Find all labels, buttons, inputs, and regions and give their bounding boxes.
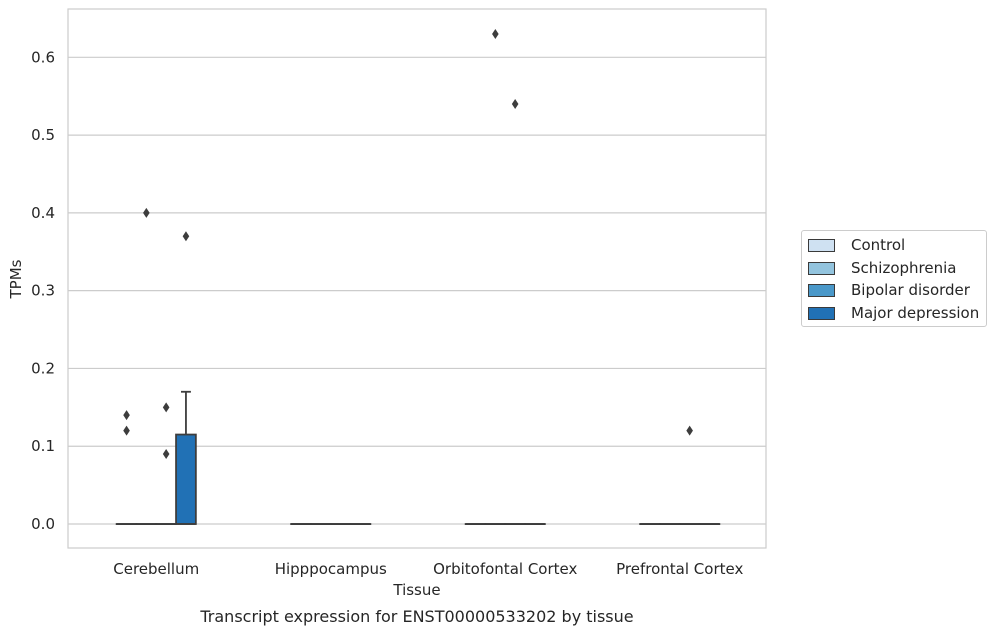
legend-item-bipolar-disorder: Bipolar disorder [808,280,970,300]
legend-swatch [808,283,835,297]
y-tick-label: 0.1 [31,437,55,455]
y-tick-label: 0.3 [31,282,55,300]
y-axis-label: TPMs [7,259,25,299]
legend-label: Schizophrenia [851,259,957,277]
box-2-1 [484,28,507,526]
y-tick-label: 0.4 [31,204,55,222]
legend-item-major-depression: Major depression [808,303,979,323]
legend: Control Schizophrenia Bipolar disorder M… [801,230,987,327]
outlier-point [492,28,499,39]
box-0-1 [135,207,158,526]
gridlines [68,56,766,525]
outlier-point [686,425,693,436]
outlier-point [511,98,519,109]
legend-swatch [808,261,835,275]
x-axis-ticks: Cerebellum Hipppocampus Orbitofontal Corte… [113,560,743,578]
x-tick-label: Orbitofontal Cortex [433,560,577,578]
outlier-point [123,410,130,421]
legend-swatch [808,238,835,252]
legend-label: Major depression [851,304,980,322]
y-axis-ticks: 0.0 0.1 0.2 0.3 0.4 0.5 0.6 [31,48,55,533]
outlier-point [162,402,170,413]
box-plot-marks [115,28,721,526]
box-body [175,433,197,525]
plot-area-frame [67,8,767,549]
box-0-0 [115,410,138,526]
box-0-3 [175,231,197,525]
box-0-2 [155,402,177,526]
x-tick-label: Hipppocampus [275,560,387,578]
outlier-point [182,231,190,242]
y-tick-label: 0.5 [31,126,55,144]
x-tick-label: Cerebellum [113,560,199,578]
x-axis-label: Tissue [392,581,440,599]
legend-item-schizophrenia: Schizophrenia [808,258,956,278]
y-tick-label: 0.6 [31,48,55,66]
box-3-2 [678,425,701,526]
x-tick-label: Prefrontal Cortex [616,560,743,578]
legend-label: Bipolar disorder [851,281,970,299]
box-2-2 [504,98,526,526]
y-tick-label: 0.0 [31,515,55,533]
outlier-point [123,425,130,436]
chart-title: Transcript expression for ENST0000053320… [199,607,633,626]
legend-swatch [808,306,835,320]
y-tick-label: 0.2 [31,359,55,377]
outlier-point [143,207,150,218]
legend-item-control: Control [808,235,905,255]
outlier-point [162,448,170,459]
legend-label: Control [851,236,906,254]
